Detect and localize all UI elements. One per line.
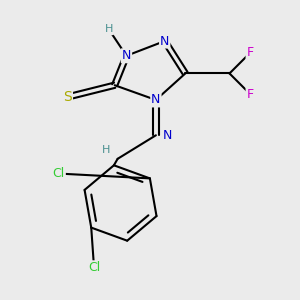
Text: H: H (102, 145, 110, 155)
Text: F: F (247, 88, 254, 100)
Text: N: N (122, 49, 131, 62)
Text: H: H (105, 24, 113, 34)
Text: N: N (151, 93, 160, 106)
Text: S: S (63, 90, 72, 104)
Text: F: F (247, 46, 254, 59)
Text: Cl: Cl (52, 167, 65, 180)
Text: N: N (160, 34, 169, 48)
Text: N: N (163, 129, 172, 142)
Text: Cl: Cl (88, 261, 100, 274)
